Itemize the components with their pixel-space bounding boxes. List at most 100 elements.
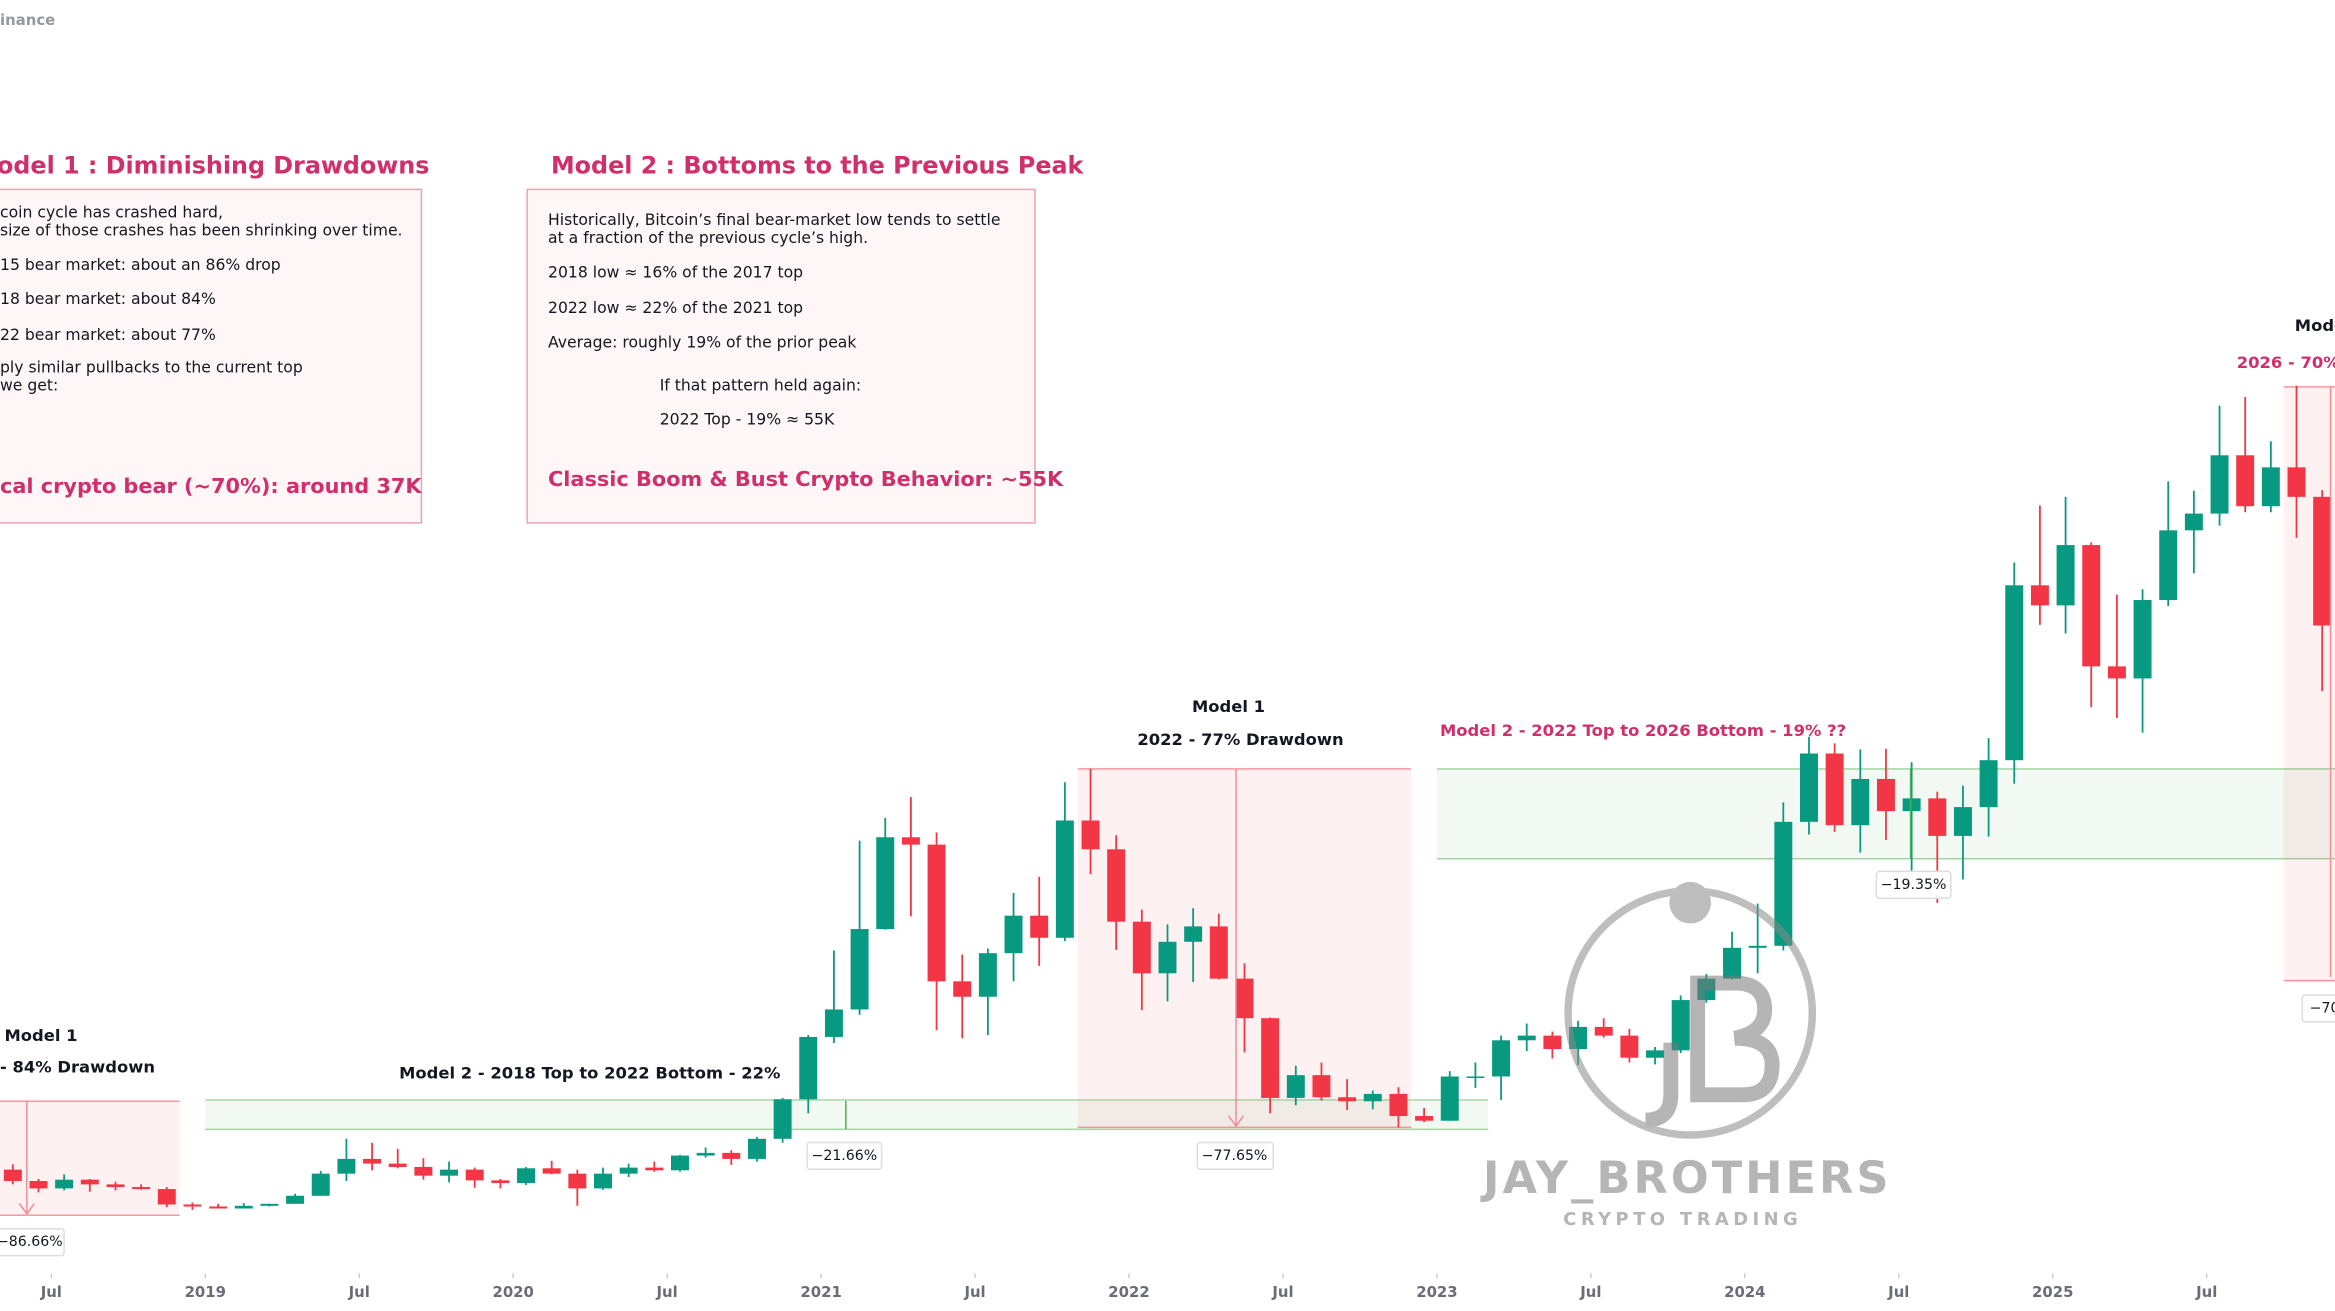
x-tick-label: Jul: [963, 1283, 985, 1301]
candle-body: [670, 1155, 689, 1171]
panel-line: Historically, Bitcoin’s final bear-marke…: [548, 210, 1001, 229]
note: Model 2 - 2022 Top to 2026 Bottom - 19% …: [1440, 721, 1846, 740]
panel-line: 18 bear market: about 84%: [0, 289, 216, 308]
panel-title: Model 2 : Bottoms to the Previous Peak: [551, 152, 1085, 180]
x-tick-label: 2020: [492, 1283, 533, 1301]
candle-body: [1209, 926, 1228, 979]
watermark-title: JAY_BROTHERS: [1480, 1152, 1892, 1204]
candle-body: [1517, 1035, 1536, 1041]
candle-body: [286, 1195, 305, 1204]
zone: [205, 1099, 1489, 1130]
panel-conclusion: Classic Boom & Bust Crypto Behavior: ~55…: [548, 467, 1064, 491]
candle-body: [414, 1166, 433, 1176]
candle-body: [1851, 778, 1870, 826]
candle-body: [1261, 1018, 1280, 1098]
pct-label: −77.65%: [1202, 1148, 1268, 1164]
panel: odel 1 : Diminishing Drawdowns coin cycl…: [0, 152, 429, 524]
candle-body: [1158, 941, 1177, 974]
note: - 84% Drawdown: [0, 1057, 155, 1076]
pct-label: −86.66%: [0, 1234, 63, 1250]
x-tick-label: 2024: [1724, 1283, 1765, 1301]
candle-body: [337, 1158, 356, 1174]
candle-body: [1312, 1075, 1331, 1098]
candle-body: [542, 1168, 561, 1174]
arrow-head: [18, 1203, 35, 1216]
watermark: JAY_BROTHERS CRYPTO TRADING: [1480, 881, 1892, 1230]
candle-body: [183, 1204, 202, 1207]
x-tick-label: 2021: [800, 1283, 841, 1301]
x-tick-label: Jul: [348, 1283, 370, 1301]
candle-body: [773, 1099, 792, 1139]
candle-body: [876, 837, 895, 930]
note: Model 1: [4, 1026, 77, 1045]
candle-body: [1620, 1035, 1639, 1058]
label-box: [2301, 994, 2335, 1023]
panel-line: 15 bear market: about an 86% drop: [0, 255, 281, 274]
candle-body: [29, 1181, 48, 1189]
label-box: [1875, 870, 1952, 899]
candle-body: [2184, 513, 2203, 531]
candle-body: [645, 1167, 664, 1171]
note: Model 2 - 2018 Top to 2022 Bottom - 22%: [399, 1063, 780, 1082]
candle-body: [1748, 945, 1767, 948]
candle-body: [1004, 915, 1023, 954]
candle-body: [1415, 1116, 1434, 1121]
candle-body: [1440, 1076, 1459, 1121]
candle-body: [568, 1173, 587, 1189]
candle-body: [106, 1184, 125, 1188]
panel-line: 2018 low ≈ 16% of the 2017 top: [548, 262, 803, 281]
candle-body: [1723, 947, 1741, 979]
candle-body: [209, 1206, 228, 1209]
zone: [1077, 768, 1412, 1128]
panel-line: 2022 Top - 19% ≈ 55K: [660, 410, 835, 429]
x-tick-label: Jul: [40, 1283, 62, 1301]
x-tick-label: Jul: [1271, 1283, 1293, 1301]
candle-body: [491, 1180, 510, 1184]
candle-body: [157, 1189, 176, 1205]
candle-body: [1132, 921, 1151, 974]
candle-body: [2107, 666, 2126, 679]
candle-body: [1055, 820, 1074, 938]
candle-body: [80, 1179, 99, 1185]
pct-label: −21.66%: [812, 1148, 878, 1164]
candle-body: [1107, 849, 1126, 922]
panel: Model 2 : Bottoms to the Previous Peak H…: [526, 152, 1085, 524]
candle-body: [55, 1179, 74, 1189]
candle-body: [2236, 455, 2255, 507]
zone: [0, 1101, 180, 1216]
candle-body: [978, 953, 997, 997]
candle-body: [1953, 807, 1972, 836]
candle-body: [1646, 1050, 1665, 1058]
candle-body: [2030, 585, 2049, 606]
candle-body: [2056, 545, 2075, 606]
candle-body: [2210, 455, 2229, 514]
panel-line: we get:: [0, 375, 58, 394]
candle-body: [2261, 467, 2280, 507]
note: 2026 - 70%: [2237, 353, 2335, 372]
candle-body: [363, 1158, 382, 1164]
candle-body: [953, 981, 972, 997]
label-box: [0, 1228, 65, 1257]
x-tick-label: Jul: [2195, 1283, 2217, 1301]
panel-line: at a fraction of the previous cycle’s hi…: [548, 228, 868, 247]
candle-body: [901, 837, 920, 845]
panel-title: odel 1 : Diminishing Drawdowns: [0, 152, 429, 180]
candle-body: [824, 1009, 843, 1037]
candle-body: [1928, 798, 1947, 836]
panel-line: ply similar pullbacks to the current top: [0, 358, 303, 377]
candle-body: [1389, 1093, 1408, 1117]
candle-body: [2159, 530, 2178, 601]
candle-body: [1594, 1026, 1613, 1036]
candle-body: [3, 1169, 22, 1182]
label-box: [1196, 1141, 1274, 1171]
x-tick-label: 2025: [2032, 1283, 2073, 1301]
logo-coin: [1669, 881, 1712, 924]
source: inance: [0, 11, 55, 29]
candle-body: [2133, 600, 2152, 679]
candles: [3, 385, 2332, 1210]
label-box: [806, 1141, 883, 1171]
x-tick-label: Jul: [656, 1283, 678, 1301]
candle-body: [927, 844, 946, 982]
pct-label: −70: [2310, 1000, 2335, 1016]
